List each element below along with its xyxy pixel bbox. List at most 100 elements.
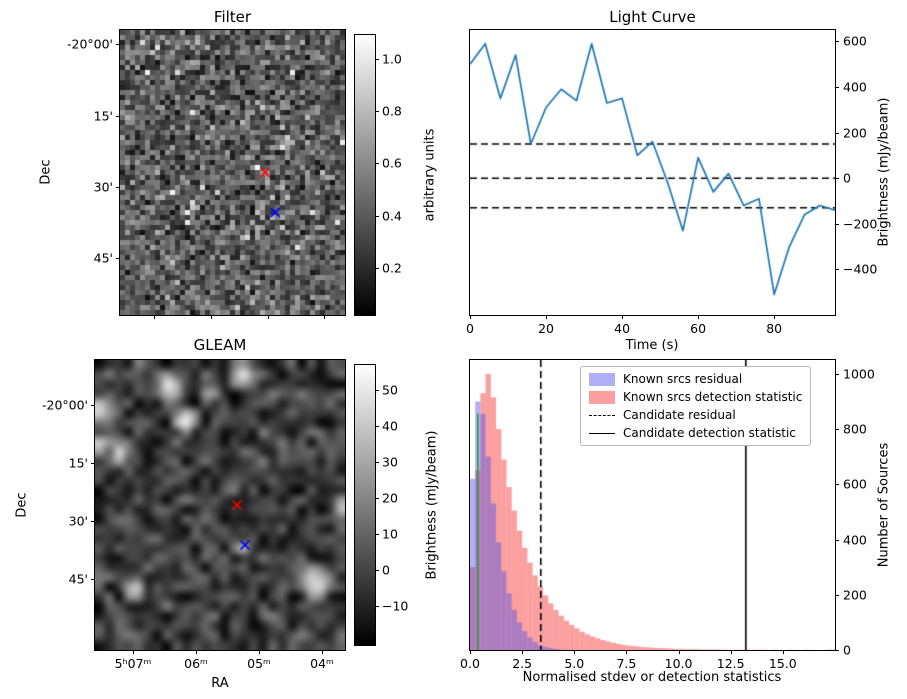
legend-label: Candidate detection statistic: [623, 426, 796, 440]
tick-mark: [324, 315, 326, 319]
tick-mark: [730, 650, 732, 654]
tick-label: 0.6: [382, 155, 402, 171]
tick-mark: [375, 497, 379, 499]
tick-mark: [698, 315, 700, 319]
tick-mark: [91, 404, 95, 406]
tick-mark: [375, 605, 379, 607]
light-curve-plot: [469, 29, 836, 316]
tick-mark: [678, 650, 680, 654]
tick-label: 15.0: [768, 656, 797, 671]
tick-label: 600: [843, 476, 867, 492]
tick-label: 1.0: [382, 51, 402, 67]
legend-item: Known srcs detection statistic: [589, 390, 802, 404]
tick-mark: [154, 315, 156, 319]
legend-swatch-known-detection: [589, 390, 615, 404]
tick-mark: [210, 315, 212, 319]
tick-label: 50: [382, 382, 398, 398]
tick-mark: [835, 484, 839, 486]
tick-label: 0.0: [460, 656, 480, 671]
tick-mark: [91, 520, 95, 522]
light-curve-title: Light Curve: [609, 8, 696, 26]
tick-mark: [835, 373, 839, 375]
gleam-title: GLEAM: [193, 336, 247, 354]
tick-mark: [322, 650, 323, 654]
histogram-legend: Known srcs residual Known srcs detection…: [580, 366, 812, 446]
tick-label: −200: [843, 216, 878, 232]
tick-mark: [91, 462, 95, 464]
tick-label: 04ᵐ: [310, 656, 334, 671]
tick-mark: [774, 315, 776, 319]
filter-image-panel: [119, 29, 346, 316]
tick-label: 0.2: [382, 260, 402, 276]
tick-label: 0.4: [382, 208, 402, 224]
tick-mark: [835, 178, 839, 180]
tick-mark: [91, 578, 95, 580]
tick-label: 80: [766, 321, 783, 336]
tick-label: 0: [843, 170, 851, 186]
tick-mark: [196, 650, 197, 654]
tick-mark: [116, 186, 120, 188]
gleam-image-panel: [94, 359, 346, 651]
tick-label: 30': [68, 513, 88, 529]
tick-label: 45': [93, 250, 113, 266]
tick-mark: [835, 539, 839, 541]
tick-label: 0: [466, 321, 474, 336]
tick-mark: [835, 269, 839, 271]
legend-item: Candidate residual: [589, 408, 802, 422]
filter-ylabel: Dec: [38, 159, 54, 185]
tick-mark: [470, 315, 471, 319]
tick-mark: [835, 132, 839, 134]
tick-label: 2.5: [512, 656, 533, 671]
gleam-ylabel: Dec: [14, 492, 30, 518]
tick-label: 0: [843, 642, 851, 658]
legend-label: Candidate residual: [623, 408, 736, 422]
tick-label: 200: [843, 125, 867, 141]
tick-label: 12.5: [716, 656, 745, 671]
tick-label: 600: [843, 33, 867, 49]
tick-label: 30: [382, 454, 398, 470]
histogram-xlabel: Normalised stdev or detection statistics: [522, 670, 782, 685]
tick-mark: [116, 44, 120, 46]
gleam-xlabel: RA: [211, 676, 229, 691]
filter-colorbar: [354, 34, 376, 316]
tick-label: 5ʰ07ᵐ: [114, 656, 152, 671]
legend-label: Known srcs residual: [623, 372, 743, 386]
tick-label: 40: [382, 418, 398, 434]
tick-label: 15': [93, 108, 113, 123]
tick-mark: [375, 390, 379, 392]
tick-label: -20°00': [41, 397, 88, 413]
tick-label: 45': [68, 571, 88, 587]
tick-mark: [375, 215, 379, 217]
light-curve-ylabel: Brightness (mJy/beam): [876, 97, 892, 247]
tick-mark: [116, 115, 120, 117]
tick-label: 400: [843, 79, 867, 95]
legend-swatch-known-residual: [589, 372, 615, 386]
tick-mark: [375, 110, 379, 112]
tick-mark: [133, 650, 134, 654]
tick-label: 05ᵐ: [247, 656, 271, 671]
tick-label: 1000: [843, 366, 875, 382]
filter-colorbar-label: arbitrary units: [422, 128, 438, 222]
tick-mark: [626, 650, 628, 654]
tick-label: 30': [93, 179, 113, 195]
tick-label: 0: [382, 562, 390, 578]
tick-label: 200: [843, 587, 867, 603]
light-curve-xlabel: Time (s): [625, 338, 679, 353]
tick-mark: [375, 426, 379, 428]
legend-swatch-solid-line: [589, 432, 615, 434]
tick-mark: [375, 163, 379, 165]
tick-mark: [375, 533, 379, 535]
tick-mark: [375, 461, 379, 463]
gleam-colorbar: [354, 364, 376, 646]
tick-label: -20°00': [66, 36, 113, 52]
tick-mark: [622, 315, 624, 319]
tick-mark: [375, 267, 379, 269]
filter-title: Filter: [213, 8, 252, 26]
tick-label: 20: [538, 321, 554, 336]
legend-item: Candidate detection statistic: [589, 426, 802, 440]
legend-item: Known srcs residual: [589, 372, 802, 386]
tick-mark: [259, 650, 260, 654]
tick-mark: [835, 429, 839, 431]
tick-label: 15': [68, 455, 88, 471]
